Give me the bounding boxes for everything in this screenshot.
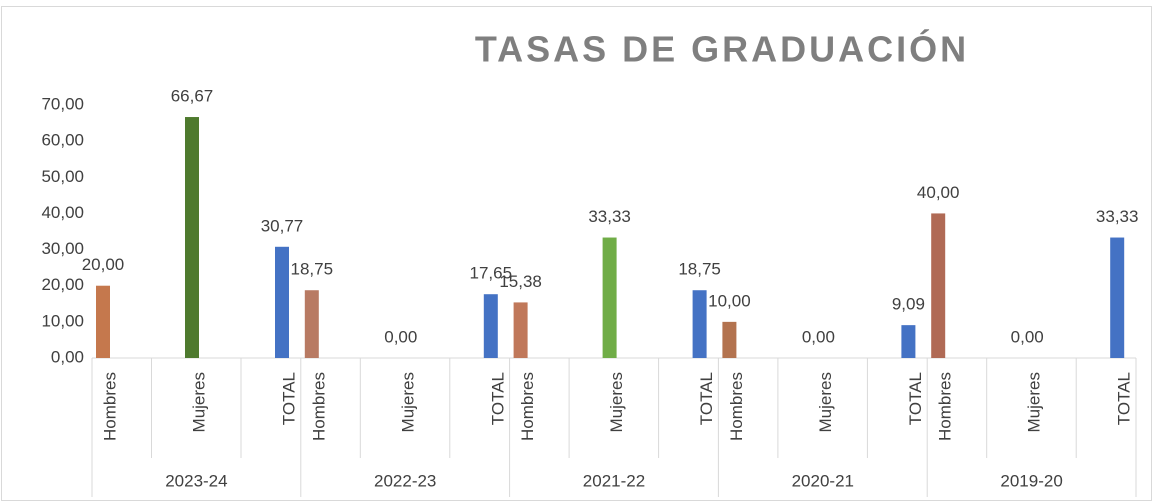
group-label: 2021-22 [583,471,645,490]
y-tick-label: 20,00 [41,275,84,294]
y-tick-label: 50,00 [41,167,84,186]
x-tick-label: Hombres [727,372,746,441]
bar [275,246,289,358]
bar [513,302,528,358]
x-tick-label: TOTAL [906,372,925,425]
x-tick-label: Hombres [100,372,119,441]
value-label: 18,75 [678,260,721,279]
x-tick-label: TOTAL [279,372,298,425]
group-label: 2020-21 [792,471,854,490]
value-label: 15,38 [499,272,542,291]
chart-title: TASAS DE GRADUACIÓN [475,28,969,70]
value-label: 40,00 [917,183,960,202]
x-tick-label: Mujeres [1025,372,1044,432]
group-label: 2022-23 [374,471,436,490]
y-tick-label: 40,00 [41,203,84,222]
x-tick-label: TOTAL [1115,372,1134,425]
bar [96,285,110,358]
x-tick-label: Hombres [936,372,955,441]
bar [304,290,319,358]
value-label: 17,65 [470,264,513,283]
x-tick-label: Hombres [309,372,328,441]
bar [722,321,737,358]
x-tick-label: Mujeres [816,372,835,432]
bar [901,325,916,358]
x-tick-label: TOTAL [697,372,716,425]
y-tick-label: 30,00 [41,239,84,258]
value-label: 30,77 [261,216,304,235]
bar [483,294,498,358]
value-label: 0,00 [802,327,835,346]
value-label: 18,75 [291,260,334,279]
bar [602,237,617,358]
bar [931,213,946,358]
x-tick-label: TOTAL [488,372,507,425]
value-label: 20,00 [82,255,125,274]
x-tick-label: Mujeres [189,372,208,432]
group-label: 2019-20 [1000,471,1062,490]
bar [1110,237,1125,358]
chart-border [1,6,1152,501]
y-tick-label: 60,00 [41,131,84,150]
value-label: 66,67 [171,87,214,106]
value-label: 33,33 [588,207,631,226]
x-tick-label: Mujeres [398,372,417,432]
value-label: 0,00 [384,327,417,346]
value-label: 33,33 [1096,207,1139,226]
value-label: 0,00 [1011,327,1044,346]
group-label: 2023-24 [165,471,227,490]
value-label: 10,00 [708,291,751,310]
y-tick-label: 70,00 [41,94,84,113]
y-tick-label: 0,00 [51,347,84,366]
y-tick-label: 10,00 [41,311,84,330]
value-label: 9,09 [892,295,925,314]
bar [185,117,199,358]
x-tick-label: Hombres [518,372,537,441]
x-tick-label: Mujeres [607,372,626,432]
bar [692,290,707,358]
